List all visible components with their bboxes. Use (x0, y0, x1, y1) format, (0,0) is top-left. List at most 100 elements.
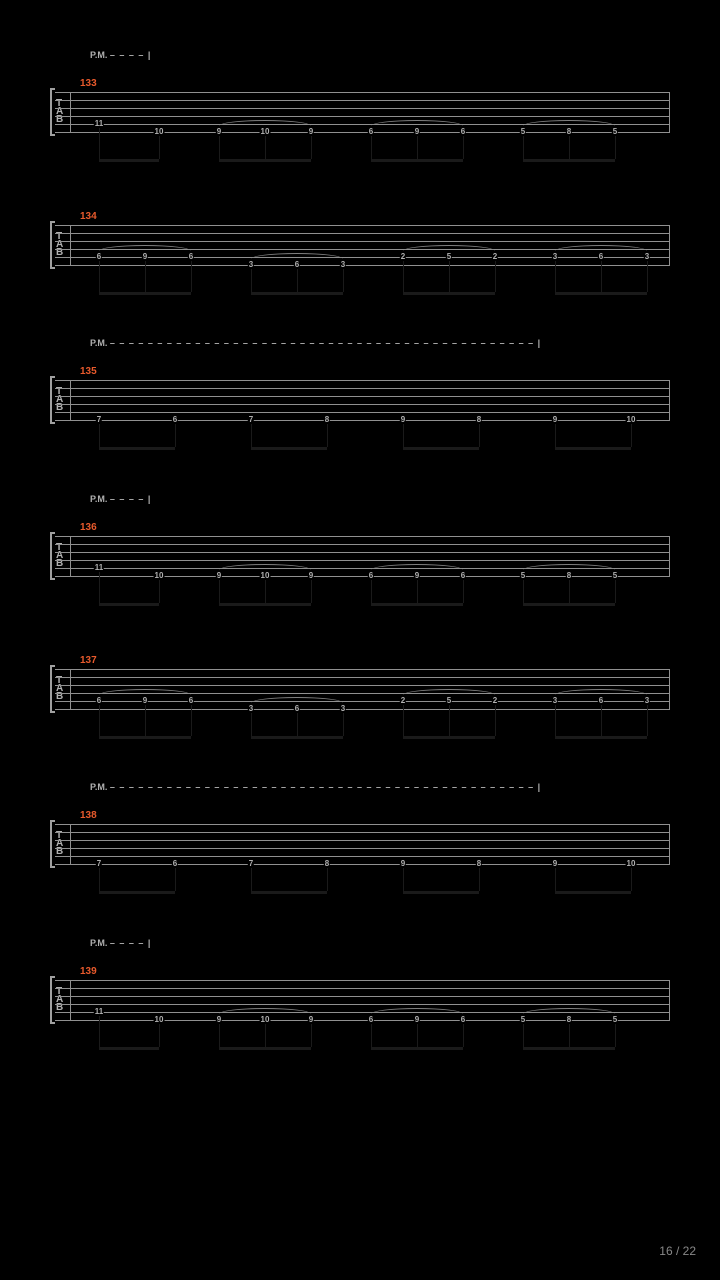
fret-number: 3 (248, 261, 254, 269)
stem (647, 705, 648, 736)
staff-line (55, 108, 670, 109)
stem (449, 705, 450, 736)
stem (145, 261, 146, 292)
fret-number: 8 (566, 128, 572, 136)
stem (159, 580, 160, 603)
beam (251, 447, 327, 450)
staff-line (55, 132, 670, 133)
stem (265, 1024, 266, 1047)
stem (265, 580, 266, 603)
staff-lines (55, 380, 670, 420)
stem (479, 424, 480, 447)
staff-line (55, 1004, 670, 1005)
stem (175, 868, 176, 891)
fret-number: 9 (142, 697, 148, 705)
stem (569, 580, 570, 603)
fret-number: 9 (308, 1016, 314, 1024)
stem (631, 424, 632, 447)
fret-number: 8 (476, 416, 482, 424)
stem (615, 1024, 616, 1047)
stem (145, 705, 146, 736)
fret-number: 3 (552, 697, 558, 705)
stem (219, 580, 220, 603)
measure-number: 134 (80, 211, 97, 222)
stem (647, 261, 648, 292)
stem (159, 136, 160, 159)
staff-lines (55, 536, 670, 576)
beam (555, 736, 647, 739)
stem (99, 1016, 100, 1047)
barline (70, 824, 71, 864)
fret-number: 7 (248, 860, 254, 868)
fret-number: 9 (216, 128, 222, 136)
beam (219, 159, 311, 162)
pm-annotation: P.M. – – – – – – – – – – – – – – – – – –… (90, 338, 541, 348)
fret-number: 6 (96, 697, 102, 705)
stem (417, 580, 418, 603)
staff-line (55, 856, 670, 857)
barline (669, 824, 670, 864)
barline (70, 980, 71, 1020)
fret-number: 6 (460, 1016, 466, 1024)
stem (265, 136, 266, 159)
fret-number: 5 (520, 128, 526, 136)
fret-number: 6 (460, 572, 466, 580)
staff-line (55, 116, 670, 117)
fret-number: 3 (340, 261, 346, 269)
fret-number: 5 (612, 128, 618, 136)
stem (615, 580, 616, 603)
fret-number: 8 (566, 572, 572, 580)
beam (99, 736, 191, 739)
stem (555, 424, 556, 447)
beam (371, 159, 463, 162)
fret-number: 6 (460, 128, 466, 136)
staff-line (55, 265, 670, 266)
beam (555, 292, 647, 295)
fret-number: 3 (340, 705, 346, 713)
barline (70, 92, 71, 132)
barline (669, 380, 670, 420)
stem (175, 424, 176, 447)
stem (601, 705, 602, 736)
staff-line (55, 380, 670, 381)
stem (403, 868, 404, 891)
stem (251, 424, 252, 447)
fret-number: 7 (248, 416, 254, 424)
fret-number: 9 (216, 572, 222, 580)
fret-number: 9 (414, 128, 420, 136)
slur (371, 1008, 463, 1014)
slur (555, 689, 647, 695)
staff-line (55, 840, 670, 841)
fret-number: 9 (142, 253, 148, 261)
beam (403, 447, 479, 450)
fret-number: 6 (368, 128, 374, 136)
page-number: 16 / 22 (659, 1244, 696, 1258)
barline (669, 536, 670, 576)
slur (219, 1008, 311, 1014)
stem (219, 1024, 220, 1047)
fret-number: 10 (626, 416, 637, 424)
pm-annotation: P.M. – – – – | (90, 938, 151, 948)
staff-line (55, 233, 670, 234)
fret-number: 3 (248, 705, 254, 713)
staff-line (55, 404, 670, 405)
stem (463, 136, 464, 159)
stem (191, 705, 192, 736)
fret-number: 11 (94, 120, 104, 128)
beam (99, 159, 159, 162)
beam (251, 891, 327, 894)
stem (99, 868, 100, 891)
stem (251, 868, 252, 891)
pm-annotation: P.M. – – – – | (90, 50, 151, 60)
stem (417, 1024, 418, 1047)
measure-number: 137 (80, 655, 97, 666)
stem (403, 705, 404, 736)
fret-number: 5 (612, 572, 618, 580)
stem (417, 136, 418, 159)
fret-number: 6 (294, 705, 300, 713)
staff-line (55, 576, 670, 577)
fret-number: 9 (216, 1016, 222, 1024)
staff-line (55, 241, 670, 242)
fret-number: 9 (414, 572, 420, 580)
slur (251, 253, 343, 259)
